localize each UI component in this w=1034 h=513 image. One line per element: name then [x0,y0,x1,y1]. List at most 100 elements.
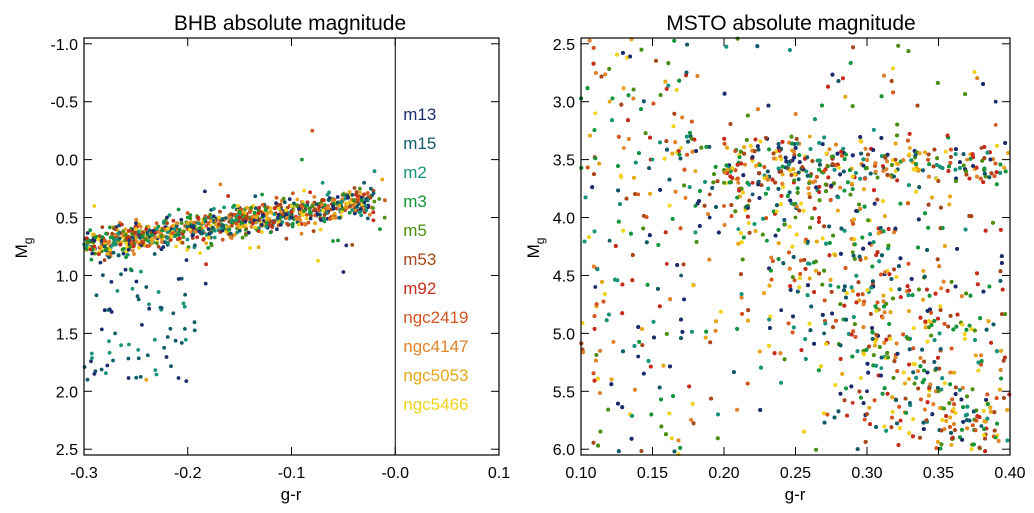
data-point-m13 [668,364,672,369]
data-point-m13 [259,222,264,227]
data-point-m15 [111,358,115,363]
data-point-m5 [105,247,109,251]
data-point-m92 [237,215,242,220]
data-point-m92 [131,244,136,249]
data-point-m13 [331,204,335,208]
bhb-y-axis-label-main: M [12,244,31,258]
data-point-ngc4147 [320,202,324,207]
data-point-m15 [209,230,214,235]
data-point-m53 [311,229,316,234]
data-point-ngc4147 [312,195,317,199]
data-point-ngc5053 [256,245,261,250]
data-point-m2 [183,337,188,342]
data-point-m2 [212,228,217,233]
data-point-m92 [126,229,131,233]
data-point-m3 [265,221,269,225]
data-point-m53 [249,218,253,223]
data-point-m5 [208,212,213,217]
data-point-ngc5053 [241,210,246,215]
data-point-m3 [341,192,346,197]
data-point-m3 [128,267,133,272]
data-point-m15 [116,253,121,258]
bhb-points [82,128,387,383]
data-point-ngc2419 [383,198,387,203]
data-point-m15 [126,356,131,361]
data-point-m15 [136,297,141,302]
data-point-m3 [637,151,641,156]
data-point-ngc5053 [358,190,362,195]
data-point-m92 [196,215,201,220]
data-point-m3 [124,255,128,260]
data-point-m53 [352,186,357,190]
msto-panel: MSTO absolute magnitude 0.10 0.15 0.20 0.25… [524,12,1026,504]
data-point-m5 [295,203,299,208]
data-point-ngc5466 [166,226,170,231]
data-point-m5 [179,221,184,226]
data-point-ngc2419 [170,231,175,236]
legend-item-ngc2419: ngc2419 [403,308,468,327]
data-point-ngc5053 [171,223,175,228]
data-point-m92 [305,200,310,205]
data-point-m3 [93,235,97,240]
data-point-m2 [364,208,369,213]
data-point-m3 [108,225,112,230]
data-point-m92 [251,221,255,226]
data-point-ngc5466 [301,212,305,217]
data-point-m15 [117,236,122,241]
data-point-ngc5466 [284,208,288,213]
data-point-m2 [111,243,115,247]
data-point-m3 [263,208,268,212]
data-point-ngc5466 [260,230,264,234]
data-point-m13 [140,323,144,327]
data-point-m13 [981,289,986,294]
data-point-m92 [195,235,200,240]
data-point-m3 [995,421,999,426]
data-point-ngc2419 [306,220,311,225]
data-point-ngc5466 [137,245,141,250]
data-point-m5 [159,234,164,239]
data-point-ngc5466 [969,327,974,331]
data-point-m2 [139,269,143,274]
data-point-m2 [161,219,166,224]
data-point-ngc4147 [368,212,372,217]
data-point-m15 [917,185,922,190]
data-point-m15 [113,331,117,336]
data-point-m13 [315,212,320,217]
data-point-m92 [257,205,262,210]
data-point-ngc5053 [146,224,151,229]
data-point-ngc5053 [347,190,352,194]
data-point-m5 [244,233,248,237]
data-point-m92 [907,362,911,367]
data-point-ngc2419 [248,209,252,214]
data-point-m53 [640,343,645,347]
data-point-m3 [121,247,126,251]
data-point-m53 [244,215,249,220]
data-point-m3 [300,157,304,162]
data-point-ngc4147 [345,206,349,211]
data-point-m13 [134,279,139,284]
data-point-m92 [204,262,209,267]
data-point-m15 [253,206,258,211]
data-point-m13 [90,251,95,256]
data-point-m15 [192,328,197,333]
data-point-m15 [292,201,296,206]
data-point-ngc2419 [787,250,791,255]
data-point-m2 [363,203,368,208]
data-point-m3 [268,230,273,235]
data-point-m5 [281,196,286,201]
data-point-m13 [190,233,195,238]
data-point-m13 [147,306,152,311]
data-point-m15 [169,364,173,369]
data-point-m92 [971,155,975,160]
data-point-m3 [87,238,91,243]
data-point-m2 [939,387,944,392]
data-point-m13 [99,239,104,243]
data-point-ngc4147 [175,221,180,226]
data-point-m15 [200,231,205,236]
data-point-m2 [126,342,131,347]
data-point-m53 [354,190,359,194]
data-point-ngc5053 [380,177,385,182]
data-point-m13 [134,221,138,226]
data-point-m92 [120,222,124,227]
